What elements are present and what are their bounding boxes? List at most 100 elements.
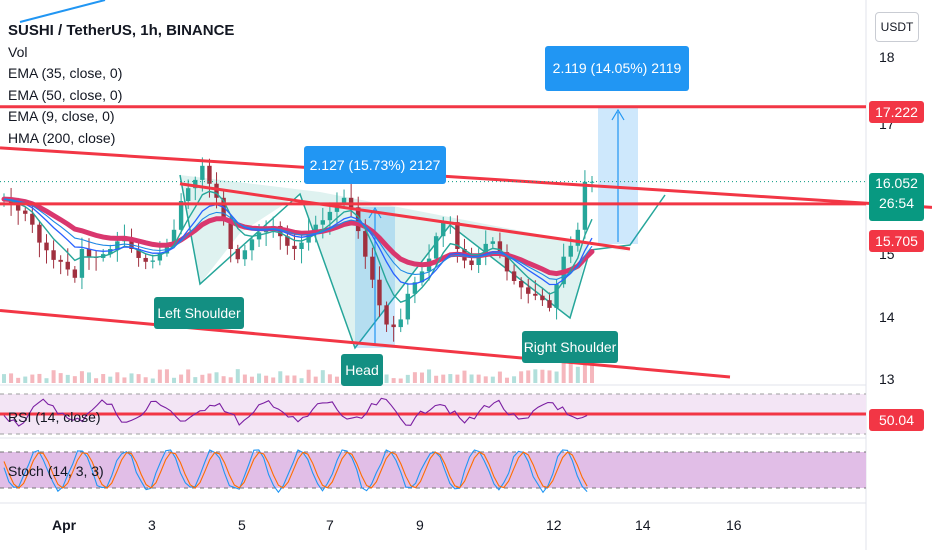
volume-bar xyxy=(16,377,21,383)
volume-bar xyxy=(504,377,509,383)
candle-body xyxy=(242,250,248,260)
candle-body xyxy=(86,249,92,257)
candle-body xyxy=(30,213,35,225)
right-shoulder-label[interactable]: Right Shoulder xyxy=(522,331,618,363)
price-tick: 18 xyxy=(879,49,895,65)
candle-body xyxy=(582,181,588,230)
volume-bar xyxy=(434,375,439,383)
candle-body xyxy=(256,232,262,240)
candle-body xyxy=(171,229,177,244)
volume-bar xyxy=(143,377,148,383)
rsi-level-tag: 50.04 xyxy=(869,409,924,431)
volume-bar xyxy=(292,375,297,383)
candle-body xyxy=(441,222,446,237)
volume-bar xyxy=(519,371,524,383)
candle-body xyxy=(575,229,581,246)
date-label: Apr xyxy=(52,517,77,533)
candle-body xyxy=(207,165,212,184)
volume-bar xyxy=(334,376,339,383)
volume-bar xyxy=(512,376,517,383)
candle-body xyxy=(23,210,28,214)
candle-body xyxy=(405,293,411,320)
date-label: 9 xyxy=(416,517,424,533)
candle-body xyxy=(143,257,148,262)
candle-body xyxy=(327,211,333,221)
volume-bar xyxy=(306,369,311,383)
candle-body xyxy=(228,218,233,249)
candle-body xyxy=(200,165,205,180)
volume-bar xyxy=(469,374,474,383)
volume-bar xyxy=(476,374,481,383)
volume-bar xyxy=(79,371,84,383)
indicator-ema9[interactable]: EMA (9, close, 0) xyxy=(8,108,115,124)
bar-countdown: 26:54 xyxy=(878,195,915,211)
candle-body xyxy=(313,224,318,232)
volume-bar xyxy=(150,378,155,383)
volume-bar xyxy=(405,374,410,383)
indicator-ema35[interactable]: EMA (35, close, 0) xyxy=(8,65,123,81)
volume-bar xyxy=(94,378,99,383)
volume-bar xyxy=(101,374,106,383)
rsi-line xyxy=(3,397,588,427)
ema-50-line xyxy=(3,198,593,280)
candle-body xyxy=(370,256,375,280)
price-tag-upper: 17.222 xyxy=(869,101,924,123)
volume-bar xyxy=(264,375,269,383)
volume-bar xyxy=(271,377,276,383)
candle-body xyxy=(193,179,198,189)
candle-body xyxy=(547,300,552,308)
candle-body xyxy=(504,252,510,272)
volume-bar xyxy=(412,372,417,383)
date-label: 3 xyxy=(148,517,156,533)
volume-bar xyxy=(533,369,538,383)
left-shoulder-label[interactable]: Left Shoulder xyxy=(154,297,244,329)
candle-body xyxy=(129,237,134,249)
volume-bar xyxy=(172,377,177,383)
candle-body xyxy=(533,293,538,296)
volume-bar xyxy=(214,372,219,383)
volume-bar xyxy=(540,369,545,383)
volume-bar xyxy=(193,377,198,383)
candle-body xyxy=(483,243,488,256)
date-label: 12 xyxy=(546,517,562,533)
candle-body xyxy=(108,249,113,255)
head-label[interactable]: Head xyxy=(341,354,383,386)
candle-body xyxy=(469,260,474,265)
indicator-ema50[interactable]: EMA (50, close, 0) xyxy=(8,86,123,103)
current-price: 16.052 xyxy=(875,175,918,191)
candle-body xyxy=(497,241,503,253)
volume-bar xyxy=(419,372,424,383)
candle-body xyxy=(398,319,403,328)
volume-bar xyxy=(2,374,6,383)
volume-bar xyxy=(398,378,403,383)
rsi-label[interactable]: RSI (14, close) xyxy=(8,409,101,425)
candle-body xyxy=(455,222,460,249)
volume-bar xyxy=(299,378,304,383)
candle-body xyxy=(476,255,481,265)
volume-bar xyxy=(58,373,63,383)
date-label: 5 xyxy=(238,517,246,533)
measure-box-2[interactable]: 2.119 (14.05%) 2119 xyxy=(545,46,689,91)
volume-bar xyxy=(568,361,573,383)
volume-bar xyxy=(313,376,318,383)
corner-trendline xyxy=(19,0,106,23)
ema-35-line xyxy=(3,198,593,286)
measure-box-1[interactable]: 2.127 (15.73%) 2127 xyxy=(304,146,446,184)
volume-bar xyxy=(37,373,42,383)
candle-body xyxy=(377,279,382,306)
candle-body xyxy=(65,261,70,270)
volume-bar xyxy=(391,378,396,383)
volume-bar xyxy=(455,374,460,383)
indicator-hma200[interactable]: HMA (200, close) xyxy=(8,129,116,146)
volume-bar xyxy=(179,374,184,383)
currency-button[interactable]: USDT xyxy=(875,12,919,42)
symbol-title[interactable]: SUSHI / TetherUS, 1h, BINANCE xyxy=(8,22,235,39)
volume-bar xyxy=(186,369,191,383)
ema-9-line xyxy=(3,190,593,304)
volume-bar xyxy=(327,374,332,383)
volume-bar xyxy=(462,370,467,383)
indicator-vol[interactable]: Vol xyxy=(8,43,28,60)
candle-body xyxy=(518,281,524,288)
stoch-label[interactable]: Stoch (14, 3, 3) xyxy=(8,463,104,479)
